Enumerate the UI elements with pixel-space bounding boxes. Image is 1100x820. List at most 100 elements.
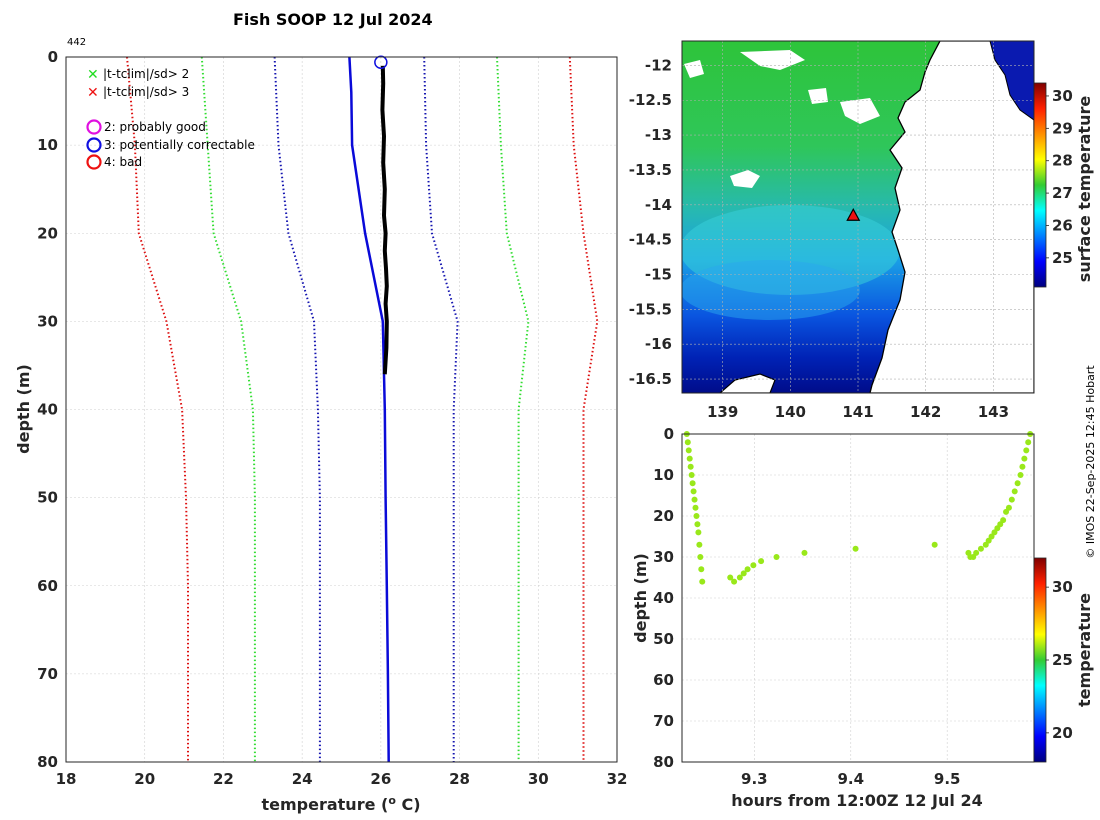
timedepth-point — [694, 521, 701, 528]
sst-colorbar-ticks: 25 26 27 28 29 30 — [1046, 87, 1073, 267]
profile-axes-box — [65, 56, 618, 763]
sst-colorbar — [1033, 82, 1047, 288]
land-patch-southwest — [719, 373, 776, 393]
timedepth-xtick-label: 9.4 — [837, 770, 864, 788]
timedepth-point — [1011, 488, 1018, 495]
sst-colorbar-tick-label: 30 — [1052, 87, 1073, 105]
legend-flag-2sd: ✕ |t-tclim|/sd> 2 — [87, 67, 189, 83]
sst-plume-south — [682, 260, 860, 320]
profile-ytick-label: 60 — [37, 577, 58, 595]
profile-xtick-label: 26 — [370, 770, 391, 788]
timedepth-point — [686, 455, 693, 462]
map-ytick-label: -16 — [645, 335, 672, 353]
temp-colorbar-label: temperature — [1075, 593, 1094, 707]
profile-xtick-label: 24 — [292, 770, 313, 788]
temp-colorbar-tick-label: 30 — [1052, 578, 1073, 596]
map-xtick-label: 141 — [842, 403, 873, 421]
sst-colorbar-tick-label: 27 — [1052, 184, 1073, 202]
legend-qc-4: 4: bad — [86, 154, 142, 170]
timedepth-point — [1019, 463, 1026, 470]
timedepth-point — [1008, 496, 1015, 503]
timedepth-point — [773, 554, 780, 560]
legend-qc-3: 3: potentially correctable — [86, 137, 255, 153]
timedepth-point — [699, 578, 706, 585]
legend-circle-magenta — [86, 119, 102, 135]
timedepth-point — [1023, 447, 1030, 454]
timedepth-point — [731, 578, 738, 585]
legend-label-2sd: |t-tclim|/sd> 2 — [103, 67, 189, 81]
profile-xtick-label: 22 — [213, 770, 234, 788]
timedepth-point — [690, 488, 697, 495]
sst-colorbar-tick-label: 25 — [1052, 249, 1073, 267]
sst-colorbar-tick-label: 28 — [1052, 152, 1073, 170]
profile-ytick-label: 0 — [48, 48, 58, 66]
timedepth-point — [698, 566, 705, 573]
map-ytick-label: -12.5 — [629, 91, 672, 109]
map-xtick-label: 139 — [707, 403, 738, 421]
map-ytick-label: -13.5 — [629, 161, 672, 179]
legend-label-qc3: 3: potentially correctable — [104, 138, 255, 152]
timedepth-point — [687, 463, 694, 470]
timedepth-ytick-label: 60 — [653, 671, 674, 689]
timedepth-point — [1000, 517, 1007, 524]
timedepth-xtick-label: 9.5 — [934, 770, 961, 788]
temp-colorbar-tick-label: 25 — [1052, 651, 1073, 669]
timedepth-ytick-label: 40 — [653, 589, 674, 607]
profile-line-clim-1sd — [273, 56, 321, 762]
timedepth-point — [1025, 439, 1032, 446]
map-ytick-label: -16.5 — [629, 370, 672, 388]
timedepth-point — [685, 447, 692, 454]
timedepth-point — [740, 570, 747, 577]
profile-line-clim-3sd — [568, 56, 599, 762]
legend-label-qc2: 2: probably good — [104, 120, 206, 134]
map-ytick-label: -14 — [645, 196, 672, 214]
map-ytick-label: -15.5 — [629, 300, 672, 318]
timedepth-point — [691, 496, 698, 503]
legend-label-3sd: |t-tclim|/sd> 3 — [103, 85, 189, 99]
legend-qc-2: 2: probably good — [86, 119, 206, 135]
timedepth-ytick-label: 70 — [653, 712, 674, 730]
profile-line-clim-3sd — [126, 56, 189, 762]
legend-label-qc4: 4: bad — [104, 155, 142, 169]
legend-circle-red — [86, 154, 102, 170]
timedepth-point — [852, 545, 859, 552]
timedepth-ytick-label: 10 — [653, 466, 674, 484]
sst-colorbar-tick-label: 29 — [1052, 119, 1073, 137]
temp-colorbar-ticks: 20 25 30 — [1046, 578, 1073, 742]
timedepth-point — [684, 439, 691, 446]
map-xtick-label: 142 — [910, 403, 941, 421]
timedepth-point — [1017, 472, 1024, 478]
legend: ✕ |t-tclim|/sd> 2 ✕ |t-tclim|/sd> 3 2: p… — [86, 67, 255, 170]
timedepth-ytick-label: 0 — [664, 425, 674, 443]
timedepth-point — [758, 558, 765, 565]
timedepth-point — [1014, 480, 1021, 487]
profile-line-clim-2sd — [200, 56, 256, 762]
land-mass-east — [869, 41, 1034, 393]
timedepth-point — [697, 554, 704, 560]
profile-xtick-label: 32 — [607, 770, 628, 788]
cloud-patch — [740, 50, 805, 70]
timedepth-point — [736, 574, 743, 581]
map-xtick-label: 143 — [978, 403, 1009, 421]
map-ytick-label: -14.5 — [629, 231, 672, 249]
timedepth-point — [1005, 504, 1012, 511]
station-marker — [846, 208, 861, 221]
profile-xtick-label: 18 — [56, 770, 77, 788]
timedepth-point — [750, 562, 757, 569]
legend-circle-blue — [86, 137, 102, 153]
timedepth-ytick-label: 80 — [653, 753, 674, 771]
timedepth-point — [695, 529, 702, 536]
map-xtick-label: 140 — [775, 403, 806, 421]
timedepth-point — [977, 545, 984, 552]
profile-grid — [65, 56, 618, 763]
timedepth-grid — [682, 433, 1034, 763]
profile-xtick-label: 20 — [134, 770, 155, 788]
timedepth-point — [688, 472, 695, 478]
timedepth-xlabel: hours from 12:00Z 12 Jul 24 — [731, 791, 982, 810]
cloud-patch — [840, 98, 880, 124]
profile-line-observed — [380, 65, 389, 375]
legend-x-marker-red: ✕ — [87, 85, 99, 101]
temp-colorbar — [1033, 557, 1047, 763]
map-ticks: 139 140 141 142 143 -12 -12.5 -13 -13.5 -14 -14.5 -… — [629, 56, 1009, 421]
timedepth-ticks: 9.3 9.4 9.5 0 10 20 30 40 50 60 70 80 — [653, 425, 960, 788]
